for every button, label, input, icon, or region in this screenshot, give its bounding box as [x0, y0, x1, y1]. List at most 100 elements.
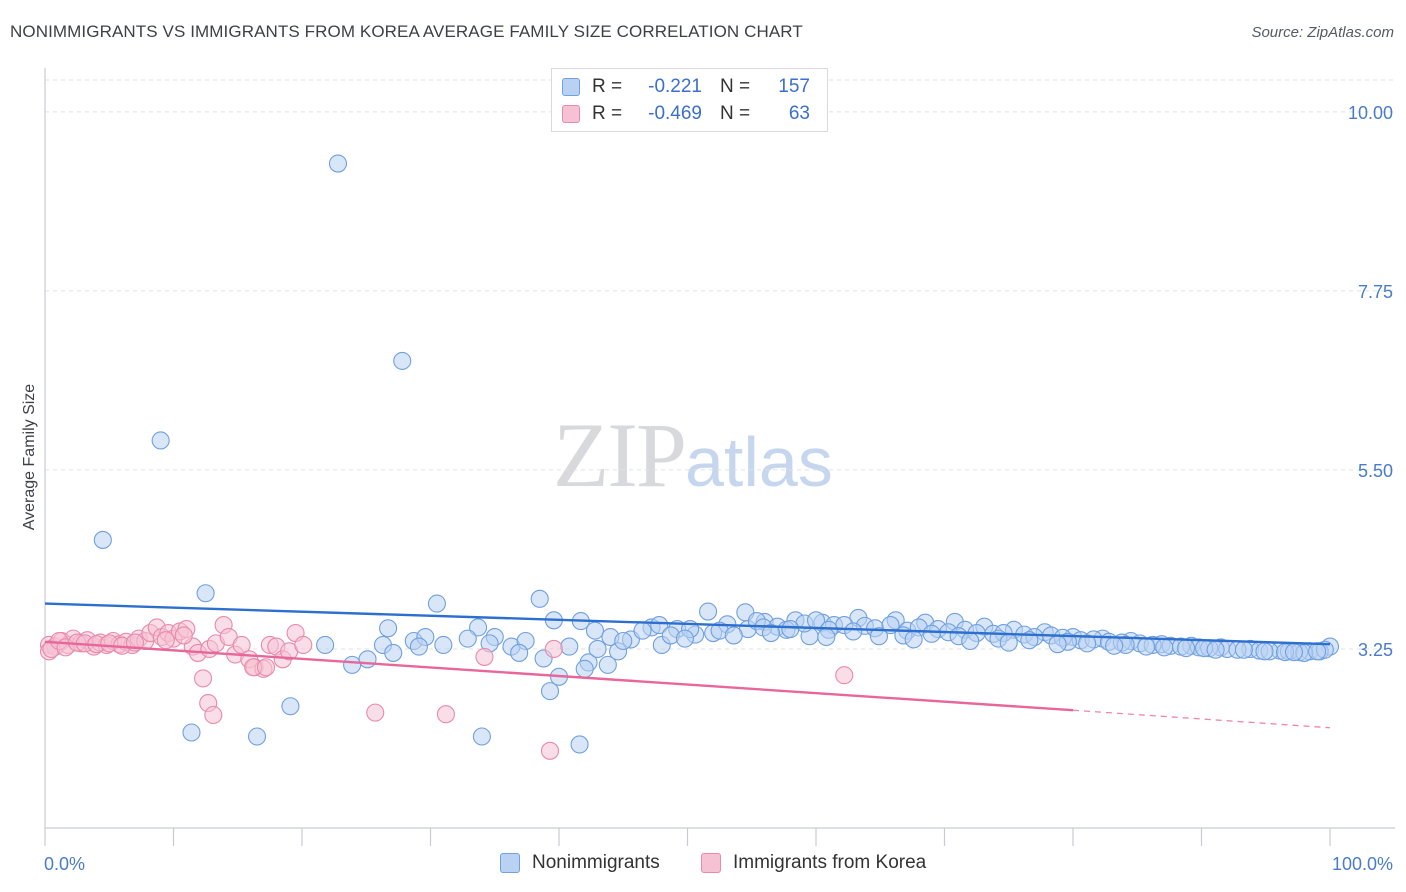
data-point [570, 735, 589, 754]
data-point [724, 626, 743, 645]
data-point [384, 643, 403, 662]
data-point [379, 619, 398, 638]
watermark-zip: ZIP [553, 404, 687, 506]
watermark-atlas: atlas [685, 423, 833, 501]
data-point [204, 705, 223, 725]
data-point [1137, 637, 1156, 656]
data-point [869, 627, 889, 646]
legend-row-immigrants-korea: R = -0.469 N = 63 [562, 102, 810, 126]
series-legend-immigrants-korea[interactable]: Immigrants from Korea [701, 852, 926, 874]
data-point [358, 650, 377, 669]
trend-line-immigrants-korea [44, 640, 1074, 712]
data-point [468, 618, 488, 637]
chart-title: NONIMMIGRANTS VS IMMIGRANTS FROM KOREA A… [10, 22, 803, 41]
series-nonimmigrants-points [93, 154, 1340, 754]
legend-row-nonimmigrants: R = -0.221 N = 157 [562, 75, 810, 99]
data-point [614, 631, 633, 651]
data-point [427, 594, 446, 613]
data-point [156, 631, 175, 650]
watermark: ZIPatlas [553, 402, 833, 508]
data-point [1105, 636, 1124, 655]
trend-lines [44, 602, 1331, 729]
axes [44, 68, 1395, 846]
legend-n-label: N = [720, 103, 751, 124]
data-point [699, 602, 718, 621]
data-point [540, 741, 560, 760]
data-point [544, 639, 563, 659]
legend-swatch-blue [500, 853, 520, 873]
data-point [598, 655, 617, 674]
data-point [588, 639, 607, 659]
data-point [1206, 640, 1225, 659]
data-point [436, 705, 455, 724]
data-point [151, 431, 170, 450]
data-point [530, 589, 549, 608]
legend-r-label: R = [592, 76, 623, 97]
legend-r-value: -0.221 [648, 76, 702, 97]
data-point [256, 658, 276, 677]
correlation-legend: R = -0.221 N = 157 R = -0.469 N = 63 [551, 68, 828, 132]
data-point [1255, 642, 1274, 661]
data-point [393, 351, 412, 370]
trend-line-extension [1072, 709, 1331, 729]
data-point [540, 682, 560, 701]
legend-r-label: R = [592, 103, 623, 124]
data-point [343, 655, 362, 674]
data-point [1177, 639, 1196, 658]
y-axis-label: Average Family Size [21, 384, 38, 531]
data-point [458, 629, 477, 648]
data-point [1308, 642, 1327, 661]
legend-n-value: 157 [778, 76, 810, 97]
data-point [1048, 635, 1067, 654]
data-point [1078, 634, 1097, 653]
data-point [510, 643, 529, 662]
data-point [675, 629, 694, 648]
data-point [781, 620, 800, 639]
data-point [409, 637, 428, 656]
data-point [650, 616, 669, 635]
data-point [475, 647, 494, 666]
data-point [472, 727, 491, 746]
y-tick-label: 10.00 [1348, 103, 1393, 123]
legend-r-value: -0.469 [648, 103, 702, 124]
data-point [633, 621, 652, 640]
data-point [93, 530, 112, 549]
data-point [294, 635, 313, 655]
legend-swatch-pink [562, 105, 580, 123]
grid-lines [45, 79, 1395, 650]
data-point [182, 723, 201, 742]
x-tick-label-end: 100.0% [1332, 854, 1393, 874]
data-point [366, 703, 385, 722]
series-legend-nonimmigrants[interactable]: Nonimmigrants [500, 852, 660, 874]
legend-n-label: N = [720, 76, 751, 97]
data-point [1155, 638, 1174, 657]
data-point [1284, 643, 1304, 662]
data-point [194, 669, 213, 688]
legend-swatch-blue [562, 78, 580, 96]
x-tick-label-start: 0.0% [44, 854, 85, 874]
data-point [1234, 640, 1253, 659]
y-tick-label: 3.25 [1358, 640, 1393, 660]
data-point [560, 637, 579, 656]
series-legend: Nonimmigrants Immigrants from Korea [0, 852, 1406, 878]
data-point [817, 627, 836, 647]
legend-n-value: 63 [788, 103, 810, 124]
series-legend-label: Immigrants from Korea [733, 852, 927, 873]
series-legend-label: Nonimmigrants [532, 852, 660, 873]
data-points [39, 154, 1340, 760]
data-point [328, 154, 348, 173]
y-tick-label: 5.50 [1358, 461, 1393, 481]
data-point [761, 623, 781, 643]
data-point [219, 627, 238, 647]
data-point [281, 697, 300, 716]
tick-labels: 3.25 5.50 7.75 10.00 0.0% 100.0% [44, 103, 1393, 874]
data-point [904, 630, 923, 649]
data-point [196, 584, 215, 603]
data-point [316, 635, 335, 655]
trend-line-nonimmigrants [44, 602, 1331, 646]
data-point [232, 635, 251, 655]
data-point [247, 727, 267, 746]
legend-swatch-pink [701, 853, 721, 873]
data-point [922, 624, 941, 643]
